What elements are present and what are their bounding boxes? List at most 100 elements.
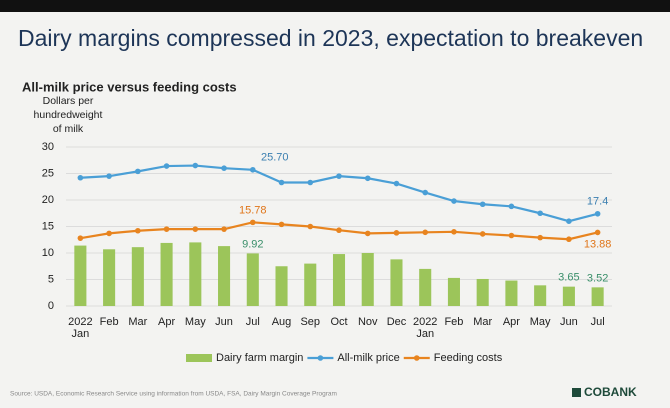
y-axis-label: hundredweight [34, 109, 103, 121]
bar [362, 253, 374, 306]
chart: Dairy margins compressed in 2023, expect… [0, 0, 670, 408]
logo: COBANK [584, 385, 637, 399]
legend-label: All-milk price [337, 352, 399, 364]
bar [103, 249, 115, 306]
bar [161, 243, 173, 306]
x-tick-label: May [524, 316, 556, 328]
point [164, 163, 170, 169]
bar [333, 254, 345, 306]
x-tick-label: Jul [237, 316, 269, 328]
bar [74, 246, 86, 306]
bar [189, 242, 201, 306]
y-axis-label: of milk [53, 123, 84, 135]
legend-swatch [318, 355, 324, 361]
data-label: 25.70 [261, 152, 289, 164]
x-tick-label: Apr [151, 316, 183, 328]
point [221, 165, 227, 171]
point [509, 233, 515, 239]
bar [247, 253, 259, 306]
bar [477, 279, 489, 306]
point [164, 226, 170, 232]
x-tick-label: Aug [266, 316, 298, 328]
point [336, 227, 342, 233]
point [595, 211, 601, 217]
x-tick-label: Feb [93, 316, 125, 328]
point [422, 190, 428, 196]
x-tick-label: Oct [323, 316, 355, 328]
x-tick-label: Apr [495, 316, 527, 328]
bar [390, 259, 402, 306]
point [451, 198, 457, 204]
x-tick-label: Sep [294, 316, 326, 328]
point [480, 231, 486, 237]
point [537, 235, 543, 241]
point [106, 173, 112, 179]
x-tick-label: 2022 Jan [64, 316, 96, 340]
bar [592, 287, 604, 306]
y-tick-label: 0 [48, 300, 54, 312]
data-label: 3.65 [558, 272, 579, 284]
point [480, 201, 486, 207]
point [193, 226, 199, 232]
point [135, 169, 141, 175]
source-note: Source: USDA, Economic Research Service … [10, 391, 337, 398]
x-tick-label: Jun [208, 316, 240, 328]
slide: Dairy margins compressed in 2023, expect… [0, 0, 670, 408]
data-label: 15.78 [239, 204, 267, 216]
data-label: 13.88 [584, 238, 612, 250]
point [135, 228, 141, 234]
x-tick-label: Jun [553, 316, 585, 328]
bar [304, 264, 316, 306]
point [279, 222, 285, 228]
x-tick-label: Jul [582, 316, 614, 328]
x-tick-label: Feb [438, 316, 470, 328]
point [78, 175, 84, 181]
point [193, 163, 199, 169]
bar [419, 269, 431, 306]
point [279, 180, 285, 186]
point [106, 231, 112, 237]
logo-mark [572, 388, 581, 397]
y-tick-label: 15 [42, 220, 54, 232]
bar [132, 247, 144, 306]
y-tick-label: 20 [42, 194, 54, 206]
point [451, 229, 457, 235]
point [422, 230, 428, 236]
x-tick-label: Dec [380, 316, 412, 328]
y-tick-label: 30 [42, 141, 54, 153]
y-tick-label: 10 [42, 247, 54, 259]
point [394, 230, 400, 236]
point [336, 173, 342, 179]
y-tick-label: 5 [48, 273, 54, 285]
point [537, 210, 543, 216]
point [250, 220, 256, 226]
top-strip [0, 0, 670, 12]
chart-title: Dairy margins compressed in 2023, expect… [18, 25, 643, 51]
legend-swatch [186, 354, 212, 362]
point [307, 180, 313, 186]
point [250, 167, 256, 173]
point [307, 224, 313, 230]
y-axis-label: Dollars per [43, 95, 94, 107]
bar [448, 278, 460, 306]
bar [218, 246, 230, 306]
point [365, 175, 371, 181]
data-label: 9.92 [242, 238, 263, 250]
data-label: 17.4 [587, 196, 608, 208]
chart-subtitle: All-milk price versus feeding costs [22, 79, 237, 94]
x-tick-label: Mar [122, 316, 154, 328]
x-tick-label: May [179, 316, 211, 328]
point [595, 230, 601, 236]
bar [563, 287, 575, 306]
bar [505, 281, 517, 306]
y-tick-label: 25 [42, 167, 54, 179]
x-tick-label: 2022 Jan [409, 316, 441, 340]
point [365, 231, 371, 237]
point [394, 181, 400, 187]
point [509, 204, 515, 210]
x-tick-label: Mar [467, 316, 499, 328]
point [78, 235, 84, 241]
point [566, 236, 572, 242]
point [221, 226, 227, 232]
legend-swatch [414, 355, 420, 361]
